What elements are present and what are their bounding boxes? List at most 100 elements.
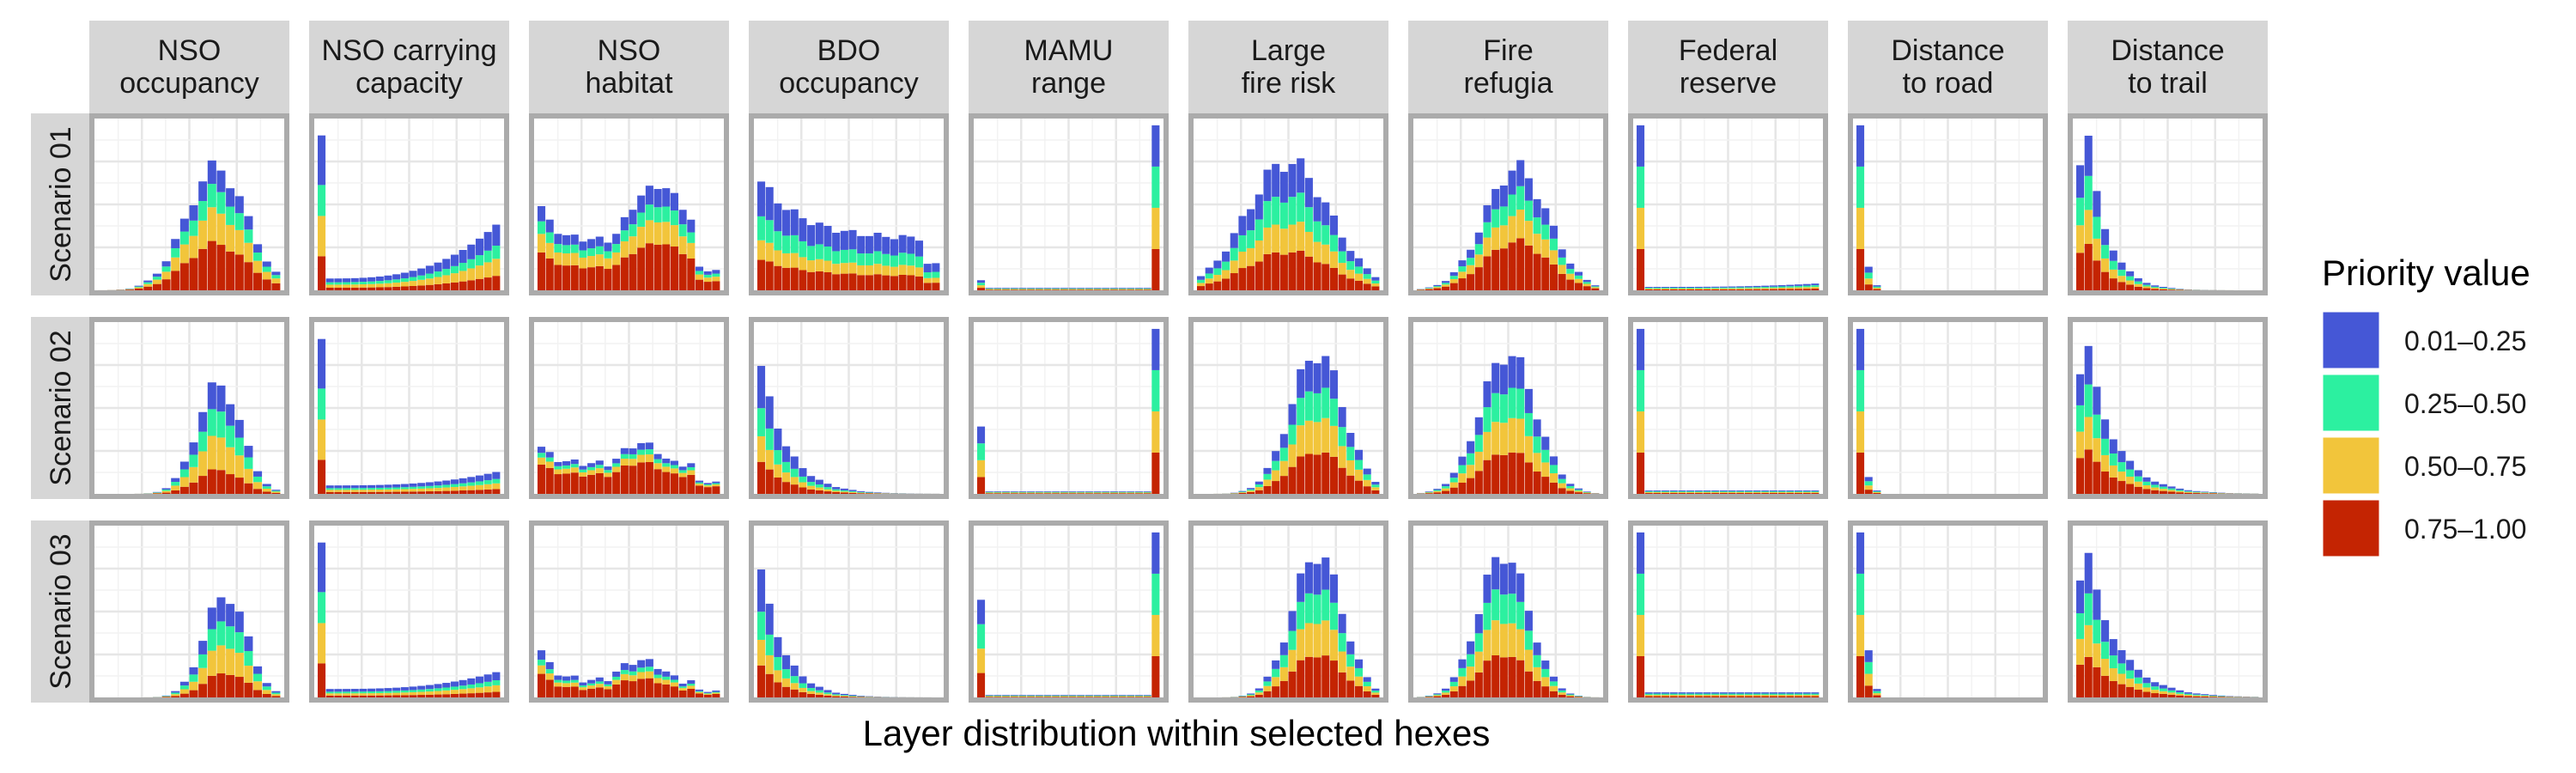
histogram-bar-segment	[1873, 491, 1881, 493]
histogram-bar-segment	[1222, 261, 1230, 271]
histogram-bar-segment	[1288, 630, 1297, 650]
histogram-bar-segment	[815, 692, 823, 695]
histogram-bar-segment	[1247, 491, 1255, 494]
histogram-bar-segment	[1458, 659, 1467, 668]
histogram-bar-segment	[1010, 493, 1018, 494]
histogram-bar-segment	[1558, 249, 1566, 258]
histogram-bar-segment	[1363, 268, 1371, 275]
histogram-bar-segment	[1151, 532, 1160, 574]
histogram-bar-segment	[1566, 484, 1575, 486]
histogram-bar-segment	[1524, 388, 1533, 413]
histogram-bar-segment	[604, 684, 612, 687]
histogram-bar-segment	[562, 265, 571, 290]
column-strip-mamu-range: MAMU range	[969, 21, 1169, 113]
histogram-bar-segment	[2126, 271, 2135, 277]
histogram-bar-segment	[1329, 574, 1338, 603]
histogram-bar-segment	[1736, 695, 1745, 697]
histogram-bar-segment	[538, 650, 546, 660]
histogram-bar-segment	[873, 233, 882, 252]
histogram-bar-segment	[253, 471, 263, 477]
histogram-bar-segment	[579, 241, 587, 251]
histogram-bar-segment	[1678, 491, 1686, 493]
histogram-bar-segment	[1354, 460, 1364, 470]
histogram-bar-segment	[1272, 460, 1280, 471]
histogram-bar-segment	[2142, 288, 2151, 290]
histogram-bar-segment	[244, 457, 253, 469]
histogram-bar-segment	[409, 491, 417, 494]
histogram-bar-segment	[1873, 492, 1881, 494]
histogram-bar-segment	[645, 666, 653, 672]
histogram-bar-segment	[653, 222, 662, 245]
histogram-bar-segment	[1371, 487, 1380, 490]
histogram-bar-segment	[400, 687, 409, 691]
histogram-bar-segment	[2167, 486, 2176, 489]
histogram-bar-segment	[1093, 493, 1102, 494]
histogram-bar-segment	[1736, 490, 1745, 492]
histogram-bar-segment	[1151, 125, 1160, 167]
histogram-bar-segment	[2134, 486, 2142, 494]
histogram-bar-segment	[350, 284, 359, 288]
histogram-bar-segment	[629, 671, 637, 676]
histogram-bar-segment	[703, 694, 712, 697]
histogram-bar-segment	[325, 488, 334, 490]
histogram-bar-segment	[467, 482, 476, 486]
histogram-bar-segment	[2159, 489, 2167, 491]
histogram-bar-segment	[207, 607, 216, 630]
histogram-bar-segment	[392, 489, 401, 492]
histogram-bar-segment	[645, 454, 653, 462]
histogram-bar-segment	[475, 687, 484, 693]
histogram-bar-segment	[782, 654, 791, 670]
histogram-bar-segment	[1856, 369, 1865, 411]
histogram-bar-segment	[1035, 695, 1043, 696]
histogram-bar-segment	[425, 689, 434, 692]
histogram-bar-segment	[2084, 624, 2093, 657]
histogram-bar-segment	[538, 660, 546, 666]
histogram-bar-segment	[1077, 492, 1085, 494]
histogram-bar-segment	[662, 472, 671, 494]
histogram-bar-segment	[1811, 695, 1820, 697]
histogram-bar-segment	[1018, 695, 1027, 697]
histogram-bar-segment	[216, 192, 226, 214]
histogram-bar-segment	[774, 250, 782, 266]
histogram-bar-segment	[1313, 262, 1321, 290]
histogram-bar-segment	[1566, 490, 1575, 494]
histogram-bar-segment	[1304, 453, 1313, 494]
histogram-bar-segment	[207, 435, 216, 470]
histogram-bar-segment	[1637, 166, 1645, 208]
histogram-bar-segment	[492, 489, 501, 494]
legend-swatch	[2320, 372, 2382, 434]
histogram-bar-segment	[2208, 695, 2217, 697]
panel-border	[2068, 113, 2268, 295]
histogram-bar-segment	[1255, 484, 1263, 488]
histogram-bar-segment	[359, 488, 368, 490]
histogram-bar-segment	[425, 691, 434, 695]
histogram-bar-segment	[807, 225, 816, 247]
histogram-bar-segment	[1802, 287, 1811, 289]
histogram-bar-segment	[2117, 673, 2126, 685]
histogram-bar-segment	[2109, 260, 2117, 270]
histogram-bar-segment	[712, 270, 720, 274]
histogram-bar-segment	[840, 490, 848, 492]
histogram-bar-segment	[2101, 271, 2110, 290]
histogram-bar-segment	[1433, 693, 1442, 695]
histogram-bar-segment	[890, 255, 898, 267]
row-strip-label: Scenario 03	[45, 533, 77, 689]
histogram-bar-segment	[1777, 490, 1786, 492]
histogram-bar-segment	[1653, 693, 1662, 696]
histogram-bar-segment	[1272, 481, 1280, 494]
panel-border	[1628, 520, 1828, 703]
histogram-bar-segment	[865, 493, 873, 494]
histogram-bar-segment	[604, 258, 612, 270]
histogram-bar-segment	[1508, 656, 1516, 697]
panel-border	[969, 113, 1169, 295]
histogram-bar-segment	[1873, 689, 1881, 691]
histogram-bar-segment	[2084, 175, 2093, 210]
histogram-bar-segment	[1644, 693, 1653, 696]
column-strip-nso-carrying-capacity: NSO carrying capacity	[309, 21, 509, 113]
histogram-bar-segment	[1856, 166, 1865, 208]
panel-border	[1408, 520, 1608, 703]
histogram-bar-segment	[678, 690, 687, 697]
histogram-bar-segment	[1467, 478, 1475, 494]
histogram-bar-segment	[1354, 480, 1364, 494]
histogram-bar-segment	[670, 686, 678, 697]
